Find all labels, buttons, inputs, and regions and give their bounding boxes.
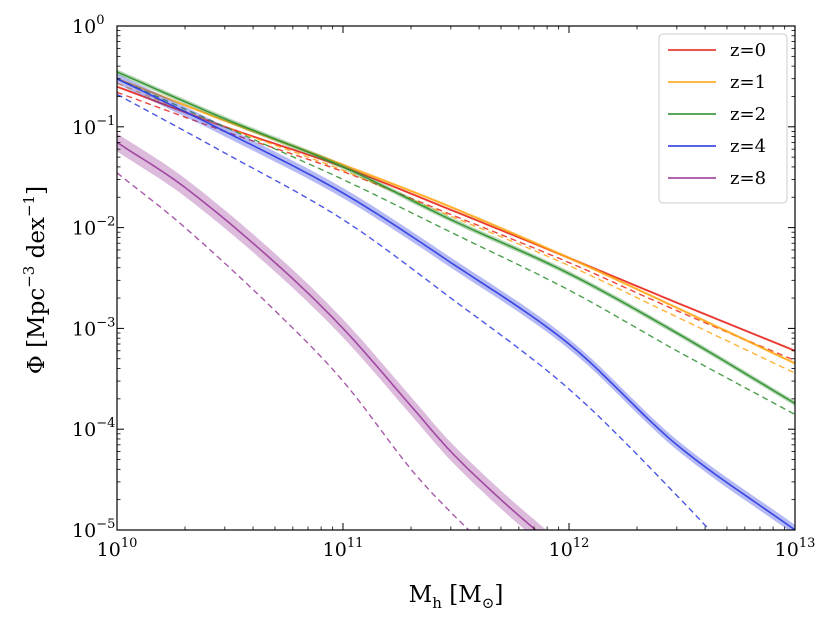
x-tick-label: 1011 [323, 536, 364, 561]
series-line-z-0 [117, 85, 795, 352]
legend-entry: z=2 [668, 104, 766, 125]
series-line-z-1 [117, 77, 795, 365]
series-layer [117, 69, 795, 530]
legend-label: z=1 [730, 72, 766, 93]
series-dashed-z-4 [117, 93, 711, 530]
legend-label: z=4 [730, 136, 766, 157]
legend-label: z=2 [730, 104, 766, 125]
legend-entry: z=8 [668, 168, 766, 189]
legend-entries: z=0 z=1 z=2 z=4 z=8 [668, 40, 766, 189]
legend-entry: z=0 [668, 40, 766, 61]
y-tick-label: 10−5 [72, 517, 115, 542]
legend: z=0 z=1 z=2 z=4 z=8 [658, 33, 788, 204]
y-tick-label: 100 [72, 13, 104, 38]
x-axis-label: Mh [M⊙] [409, 582, 504, 612]
legend-label: z=0 [730, 40, 766, 61]
plot-frame [116, 25, 796, 531]
y-axis-label: Φ [Mpc−3 dex−1] [20, 186, 50, 374]
legend-label: z=8 [730, 168, 766, 189]
series-z-8 [117, 133, 547, 530]
y-tick-label: 10−2 [72, 215, 115, 240]
series-dashed-z-8 [117, 172, 470, 530]
series-band-z-4 [117, 73, 795, 530]
ticks-layer: 1010 1011 1012 1013 10−5 10−4 10−3 10−2 10−1 100 [72, 13, 815, 561]
x-tick-label: 1013 [775, 536, 816, 561]
y-tick-label: 10−1 [72, 114, 115, 139]
legend-entry: z=1 [668, 72, 766, 93]
legend-entry: z=4 [668, 136, 766, 157]
series-dashed-z-2 [117, 78, 795, 416]
x-tick-label: 1012 [549, 536, 590, 561]
series-line-z-2 [117, 71, 795, 405]
series-line-z-8 [117, 141, 538, 530]
legend-frame [658, 33, 788, 204]
series-band-z-2 [117, 69, 795, 407]
y-tick-label: 10−3 [72, 315, 115, 340]
series-z-4 [117, 73, 795, 530]
series-z-1 [117, 77, 795, 374]
series-line-z-4 [117, 77, 795, 530]
series-band-z-8 [117, 133, 547, 530]
series-z-2 [117, 69, 795, 416]
y-tick-label: 10−4 [72, 416, 115, 441]
x-tick-label: 1010 [97, 536, 138, 561]
